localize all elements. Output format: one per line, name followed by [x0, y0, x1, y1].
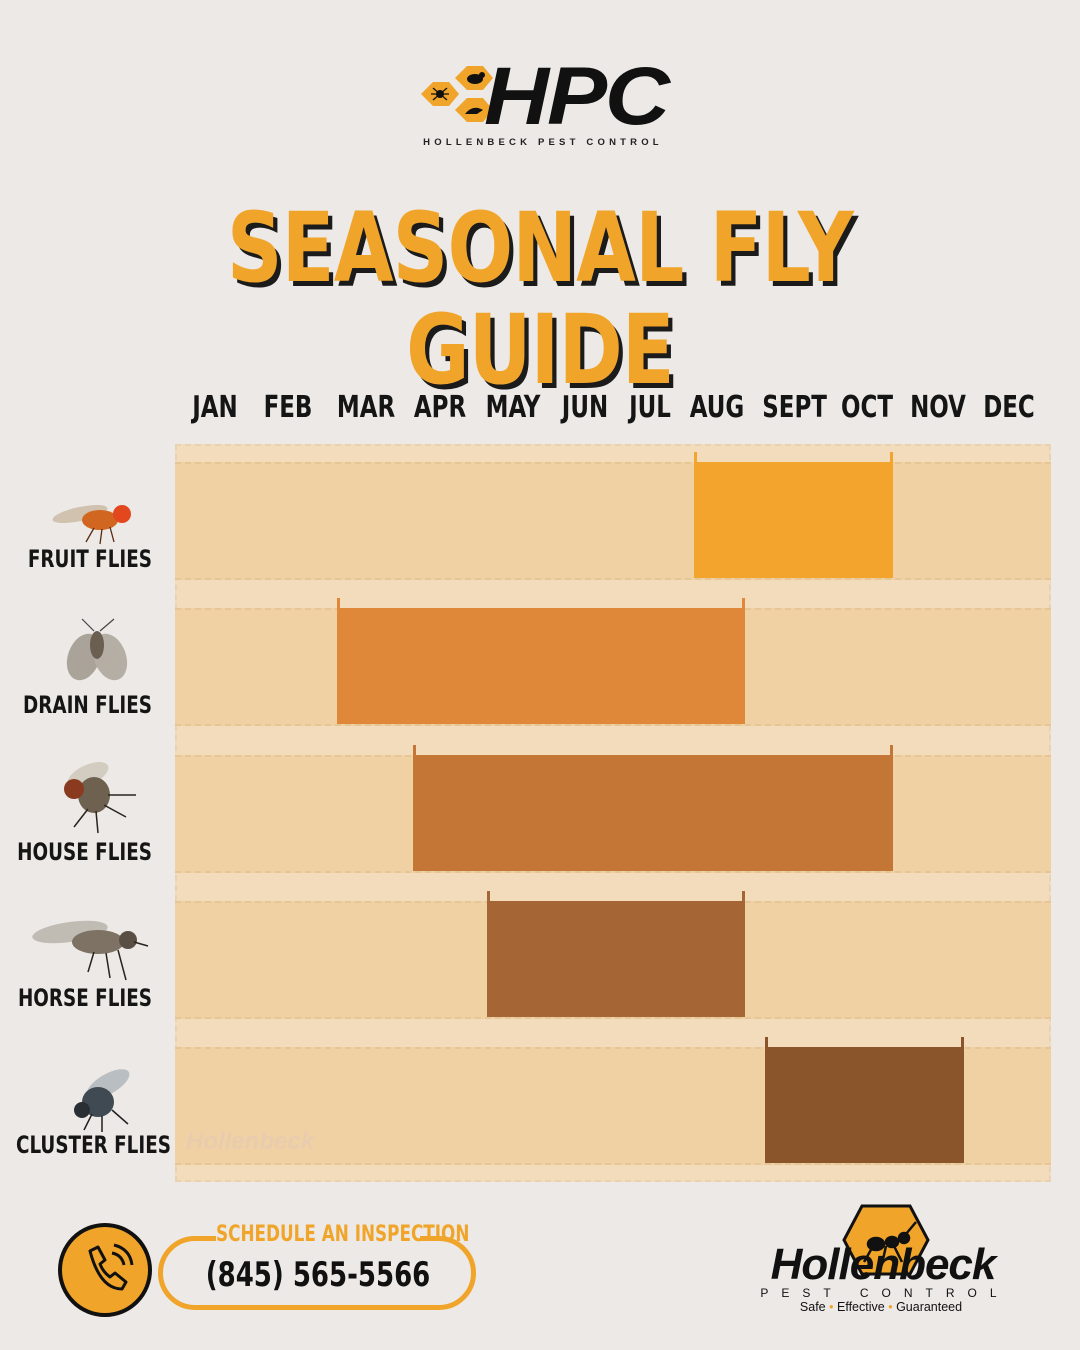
house-fly-icon	[64, 762, 136, 834]
month-label-jul: JUL	[629, 390, 671, 425]
chart-title: SEASONAL FLY GUIDE	[226, 191, 854, 406]
tag-dot: •	[829, 1300, 834, 1314]
phone-number[interactable]: (845) 565-5566	[205, 1255, 431, 1295]
brand-tagline: Safe • Effective • Guaranteed	[750, 1300, 1012, 1314]
month-label-sept: SEPT	[762, 390, 827, 425]
bar-bracket	[413, 745, 416, 755]
cta-title: SCHEDULE AN INSPECTION	[216, 1222, 470, 1247]
row-label-cluster-flies: CLUSTER FLIES	[16, 1131, 171, 1159]
season-bar-drain-flies	[337, 598, 745, 724]
row-label-fruit-flies: FRUIT FLIES	[27, 545, 153, 573]
bar-bracket	[889, 452, 893, 462]
season-bar-cluster-flies	[764, 1037, 964, 1163]
month-label-jun: JUN	[561, 390, 609, 425]
row-label-house-flies: HOUSE FLIES	[17, 838, 153, 866]
hpc-logo-icon	[421, 66, 493, 122]
brand-name: Hollenbeck	[770, 1240, 997, 1289]
month-label-feb: FEB	[263, 390, 313, 425]
season-bar-horse-flies	[486, 891, 745, 1017]
bar-bracket	[741, 891, 745, 901]
month-label-nov: NOV	[910, 390, 966, 425]
month-label-aug: AUG	[689, 390, 745, 425]
logo-subtitle: HOLLENBECK PEST CONTROL	[423, 137, 663, 148]
month-label-oct: OCT	[840, 390, 893, 425]
brand-tag-safe: Safe	[799, 1300, 826, 1314]
bar-bracket	[693, 452, 697, 462]
month-label-dec: DEC	[983, 390, 1035, 425]
brand-tag-guaranteed: Guaranteed	[896, 1300, 963, 1314]
month-label-apr: APR	[413, 390, 467, 425]
bar-bracket	[889, 745, 893, 755]
brand-tag-effective: Effective	[836, 1300, 885, 1314]
row-label-drain-flies: DRAIN FLIES	[23, 691, 152, 719]
month-label-may: MAY	[485, 390, 541, 425]
schedule-inspection-button[interactable]	[158, 1236, 476, 1310]
drain-fly-icon	[66, 618, 128, 681]
bar-bracket	[764, 1037, 768, 1047]
month-label-jan: JAN	[192, 390, 238, 425]
chart-lane	[175, 462, 1051, 580]
bar-bracket	[741, 598, 745, 608]
watermark: Hollenbeck	[186, 1128, 315, 1155]
bar-bracket	[486, 891, 490, 901]
phone-icon	[88, 1243, 134, 1291]
horse-fly-icon	[32, 920, 149, 981]
bar-bracket	[960, 1037, 964, 1047]
fruit-fly-icon	[52, 505, 131, 545]
month-label-mar: MAR	[336, 390, 396, 425]
season-bar-fruit-flies	[693, 452, 893, 578]
ant-hex-icon	[842, 1204, 930, 1276]
row-label-horse-flies: HORSE FLIES	[17, 984, 153, 1012]
season-bar-house-flies	[413, 745, 893, 871]
bar-bracket	[337, 598, 340, 608]
cluster-fly-icon	[74, 1069, 130, 1132]
tag-dot: •	[888, 1300, 893, 1314]
logo-text: HPC	[484, 51, 670, 142]
brand-subtitle: PEST CONTROL	[760, 1286, 1010, 1300]
phone-button[interactable]	[58, 1223, 152, 1317]
